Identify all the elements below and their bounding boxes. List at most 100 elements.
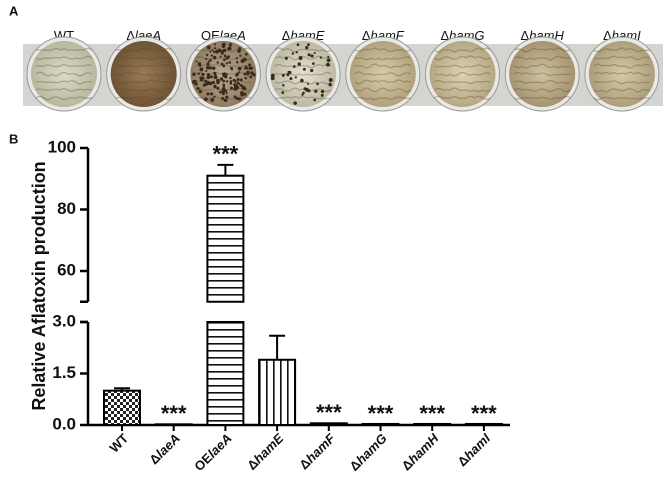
spore-dot <box>230 68 234 71</box>
spore-dot <box>244 76 248 80</box>
spore-dot <box>222 48 227 53</box>
texture <box>593 63 651 69</box>
spore-dot <box>326 58 331 63</box>
texture <box>513 63 571 69</box>
spore-dot <box>297 62 301 66</box>
spore-dot <box>237 97 242 101</box>
spore-dot <box>244 65 248 68</box>
texture <box>274 80 332 85</box>
spore-dot <box>282 84 285 87</box>
spore-dot <box>199 67 204 72</box>
spore-dot <box>313 98 316 102</box>
spore-dot <box>289 77 293 81</box>
spore-dot <box>246 73 249 76</box>
spore-dot <box>237 82 241 85</box>
y-tick-label: 80 <box>57 199 76 218</box>
spore-dot <box>286 73 290 77</box>
spore-dot <box>302 91 305 95</box>
spore-dot <box>293 101 297 105</box>
spore-dot <box>243 72 247 76</box>
spore-dot <box>206 75 211 80</box>
spore-dot <box>248 63 251 67</box>
texture <box>274 87 332 93</box>
texture <box>593 71 651 77</box>
spore-dot <box>216 61 219 64</box>
texture <box>115 64 172 68</box>
bar <box>258 358 297 426</box>
spore-dot <box>234 84 238 88</box>
texture <box>434 47 491 53</box>
x-tick-label: ΔhamE <box>244 431 286 473</box>
bar <box>361 422 400 427</box>
spore-dot <box>296 43 300 47</box>
texture <box>354 56 412 61</box>
spore-dot <box>219 55 222 58</box>
texture <box>434 71 491 77</box>
spore-dot <box>295 51 298 54</box>
texture <box>115 95 173 101</box>
spore-dot <box>222 42 226 47</box>
texture <box>35 55 93 61</box>
colony <box>110 41 177 107</box>
y-tick-label: 100 <box>48 137 76 156</box>
spore-dot <box>281 91 285 94</box>
texture <box>434 64 491 69</box>
x-tick-label: ΔhamH <box>399 431 442 474</box>
significance: *** <box>213 142 239 167</box>
spore-dot <box>192 72 196 76</box>
spore-dot <box>208 82 213 86</box>
y-tick-label: 60 <box>57 260 76 279</box>
spore-dot <box>310 68 314 73</box>
spore-dot <box>214 47 217 50</box>
spore-dot <box>229 76 232 80</box>
bar <box>154 423 193 426</box>
spore-dot <box>306 82 309 85</box>
spore-dot <box>307 53 311 57</box>
spore-dot <box>249 75 253 79</box>
y-tick-label: 1.5 <box>52 363 76 382</box>
spore-dot <box>243 67 246 70</box>
x-tick-label: WT <box>107 431 132 456</box>
texture <box>275 71 332 76</box>
spore-dot <box>211 80 215 85</box>
texture <box>513 55 571 61</box>
spore-dot <box>238 71 241 74</box>
spore-dot <box>301 93 304 96</box>
spore-dot <box>302 67 306 71</box>
bar <box>103 389 141 426</box>
spore-dot <box>281 73 285 77</box>
spore-dot <box>214 73 217 76</box>
spore-dot <box>205 82 209 86</box>
panel-letter: B <box>9 131 18 146</box>
spore-dot <box>194 79 197 83</box>
spore-dot <box>320 93 324 97</box>
spore-dot <box>298 55 303 60</box>
spore-dot <box>312 62 315 65</box>
spore-dot <box>194 82 198 86</box>
spore-dot <box>206 62 210 66</box>
spore-dot <box>198 89 203 94</box>
texture <box>195 96 252 101</box>
texture <box>513 79 571 84</box>
spore-dot <box>222 58 226 62</box>
spore-dot <box>204 97 208 101</box>
spore-dot <box>225 80 229 83</box>
bar <box>206 174 245 303</box>
spore-dot <box>225 56 229 60</box>
y-axis-label: Relative Aflatoxin production <box>29 161 49 410</box>
spore-dot <box>209 75 213 79</box>
colony <box>31 41 97 107</box>
bar <box>206 321 245 426</box>
spore-dot <box>270 73 275 78</box>
spore-dot <box>229 80 233 83</box>
texture <box>35 71 93 77</box>
texture <box>35 80 93 85</box>
spore-dot <box>210 97 215 102</box>
colony <box>509 41 576 107</box>
texture <box>35 47 93 51</box>
spore-dot <box>300 78 304 83</box>
spore-dot <box>303 87 307 91</box>
spore-dot <box>247 71 250 74</box>
spore-dot <box>223 72 226 75</box>
spore-dot <box>291 52 295 55</box>
